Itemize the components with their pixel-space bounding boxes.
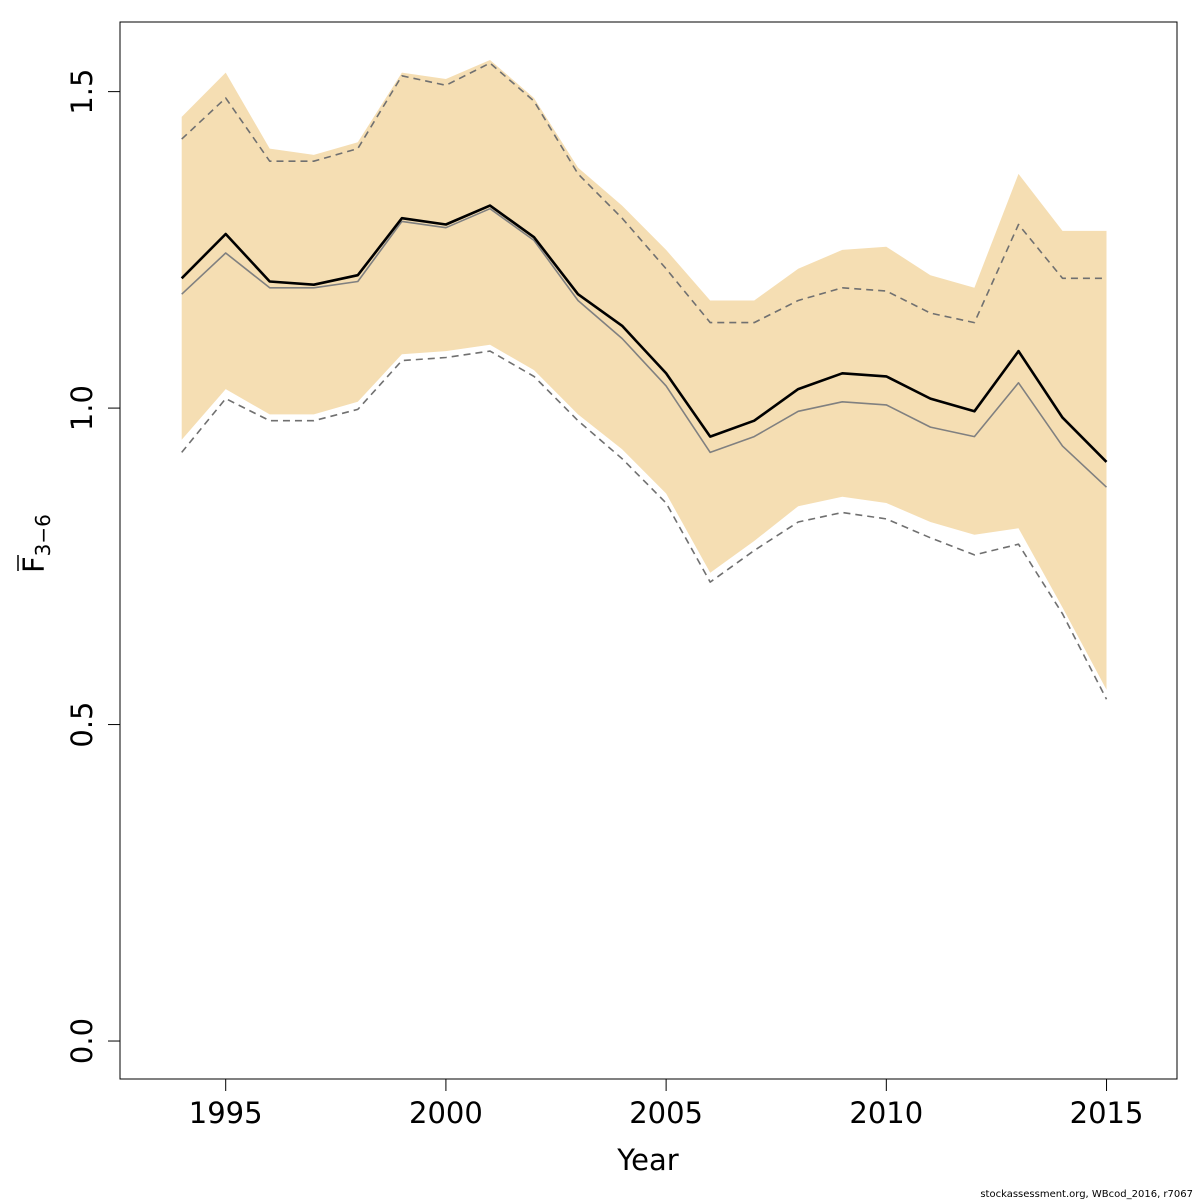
y-tick-label-0: 0.0 xyxy=(65,1018,99,1064)
x-tick-label-2000: 2000 xyxy=(409,1096,483,1130)
x-axis: 1995 2000 2005 2010 2015 xyxy=(189,1079,1144,1130)
y-axis-title-main: F xyxy=(17,556,51,573)
x-axis-title: Year xyxy=(616,1143,678,1177)
y-tick-label-0-5: 0.5 xyxy=(65,701,99,747)
previous-lower-line xyxy=(181,350,1108,700)
plot-area xyxy=(180,60,1108,700)
credit-text: stockassessment.org, WBcod_2016, r7067 xyxy=(980,1189,1193,1200)
y-tick-label-1: 1.0 xyxy=(65,385,99,431)
plot-frame xyxy=(119,21,1178,1080)
x-tick-label-2010: 2010 xyxy=(849,1096,923,1130)
x-tick-label-2015: 2015 xyxy=(1070,1096,1144,1130)
previous-upper-line xyxy=(181,62,1107,324)
y-axis-title-subscript: 3−6 xyxy=(31,514,55,556)
y-axis: 0.0 0.5 1.0 1.5 xyxy=(65,69,120,1064)
y-tick-label-1-5: 1.5 xyxy=(65,69,99,115)
confidence-band xyxy=(181,60,1107,690)
x-tick-label-1995: 1995 xyxy=(189,1096,263,1130)
y-axis-title: F3−6 xyxy=(17,514,55,573)
previous-estimate-line xyxy=(181,207,1108,488)
estimate-line xyxy=(180,204,1108,463)
x-tick-label-2005: 2005 xyxy=(629,1096,703,1130)
svg-text:F3−6: F3−6 xyxy=(17,514,55,573)
